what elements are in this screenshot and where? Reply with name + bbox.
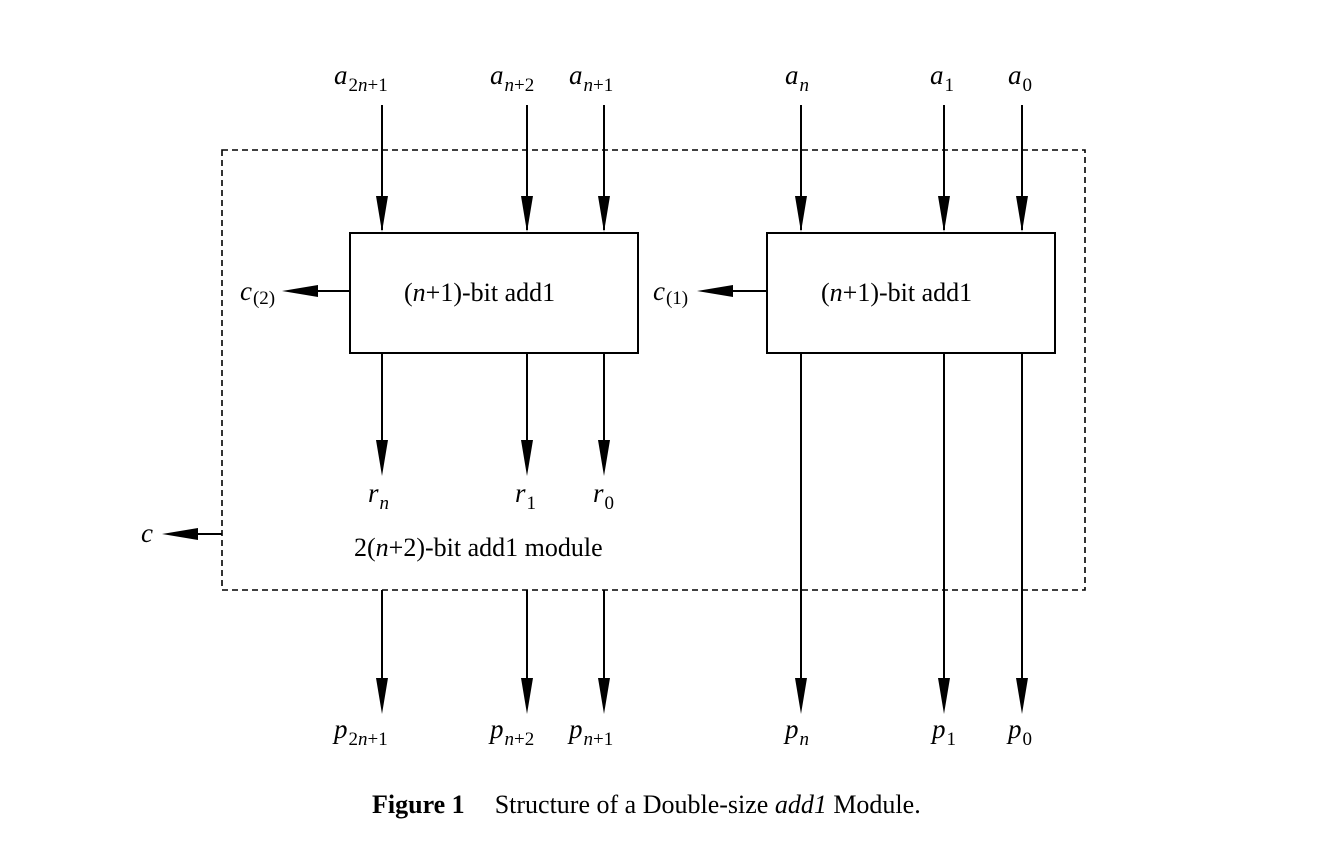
label-a-n1-sub: n+1 [583, 75, 614, 96]
module-label: 2(n+2)-bit add1 module [354, 533, 603, 562]
label-a-0-sub: 0 [1022, 75, 1033, 96]
label-a-n-sub: n [799, 75, 810, 96]
r-arrows [381, 353, 605, 460]
label-r-n: rn [368, 478, 389, 514]
label-p-n-sub: n [799, 729, 810, 750]
label-p-1: p1 [932, 714, 956, 750]
label-c: c [141, 520, 153, 547]
label-a-n-base: a [785, 60, 799, 90]
label-r-1-base: r [515, 478, 526, 508]
label-p-n1-base: p [569, 714, 583, 744]
label-p-n: pn [785, 714, 809, 750]
label-p-n1-sub: n+1 [583, 729, 614, 750]
label-a-n2-base: a [490, 60, 504, 90]
label-a-n2-sub: n+2 [504, 75, 535, 96]
label-p-n2-base: p [490, 714, 504, 744]
label-p-1-base: p [932, 714, 946, 744]
label-a-2n1-sub: 2n+1 [348, 75, 388, 96]
label-p-2n1-sub: 2n+1 [348, 729, 388, 750]
label-a-1: a1 [930, 60, 954, 96]
label-p-2n1-base: p [334, 714, 348, 744]
label-p-0-sub: 0 [1022, 729, 1033, 750]
label-c1: c(1) [653, 276, 688, 309]
caption-label: Figure 1 [372, 790, 465, 819]
label-r-1-sub: 1 [526, 493, 537, 514]
label-p-0-base: p [1008, 714, 1022, 744]
r-arrowheads [376, 440, 610, 476]
input-arrowheads [376, 196, 1028, 232]
label-a-2n1: a2n+1 [334, 60, 388, 96]
label-a-n1: an+1 [569, 60, 613, 96]
label-c2-base: c [240, 276, 252, 306]
label-c2: c(2) [240, 276, 275, 309]
label-a-1-base: a [930, 60, 944, 90]
label-a-1-sub: 1 [944, 75, 955, 96]
label-p-n1: pn+1 [569, 714, 613, 750]
label-a-0-base: a [1008, 60, 1022, 90]
label-r-1: r1 [515, 478, 536, 514]
label-p-0: p0 [1008, 714, 1032, 750]
label-c-base: c [141, 518, 153, 548]
label-r-0-base: r [593, 478, 604, 508]
label-a-n2: an+2 [490, 60, 534, 96]
input-arrows [381, 105, 1023, 230]
label-c1-base: c [653, 276, 665, 306]
label-a-0: a0 [1008, 60, 1032, 96]
label-p-2n1: p2n+1 [334, 714, 388, 750]
caption-italic: add1 [774, 790, 827, 819]
left-block-label: (n+1)-bit add1 [404, 278, 556, 307]
label-a-n1-base: a [569, 60, 583, 90]
output-arrowheads [376, 678, 1028, 714]
output-arrows [381, 353, 1023, 700]
label-a-n: an [785, 60, 809, 96]
label-r-0: r0 [593, 478, 614, 514]
label-a-2n1-base: a [334, 60, 348, 90]
label-r-n-sub: n [379, 493, 390, 514]
caption-text-end: Module. [826, 790, 921, 819]
label-p-n2: pn+2 [490, 714, 534, 750]
carry-arrowheads [162, 285, 733, 540]
label-c1-sub: (1) [665, 288, 689, 309]
right-block-label: (n+1)-bit add1 [821, 278, 973, 307]
label-p-n2-sub: n+2 [504, 729, 535, 750]
label-r-n-base: r [368, 478, 379, 508]
caption-text: Structure of a Double-size [494, 790, 775, 819]
right-adder-block [766, 232, 1056, 354]
figure-caption: Figure 1 Structure of a Double-size add1 … [372, 792, 921, 818]
label-p-1-sub: 1 [946, 729, 957, 750]
label-r-0-sub: 0 [604, 493, 615, 514]
left-adder-block [349, 232, 639, 354]
label-c2-sub: (2) [252, 288, 276, 309]
module-boundary [221, 149, 1086, 591]
label-p-n-base: p [785, 714, 799, 744]
